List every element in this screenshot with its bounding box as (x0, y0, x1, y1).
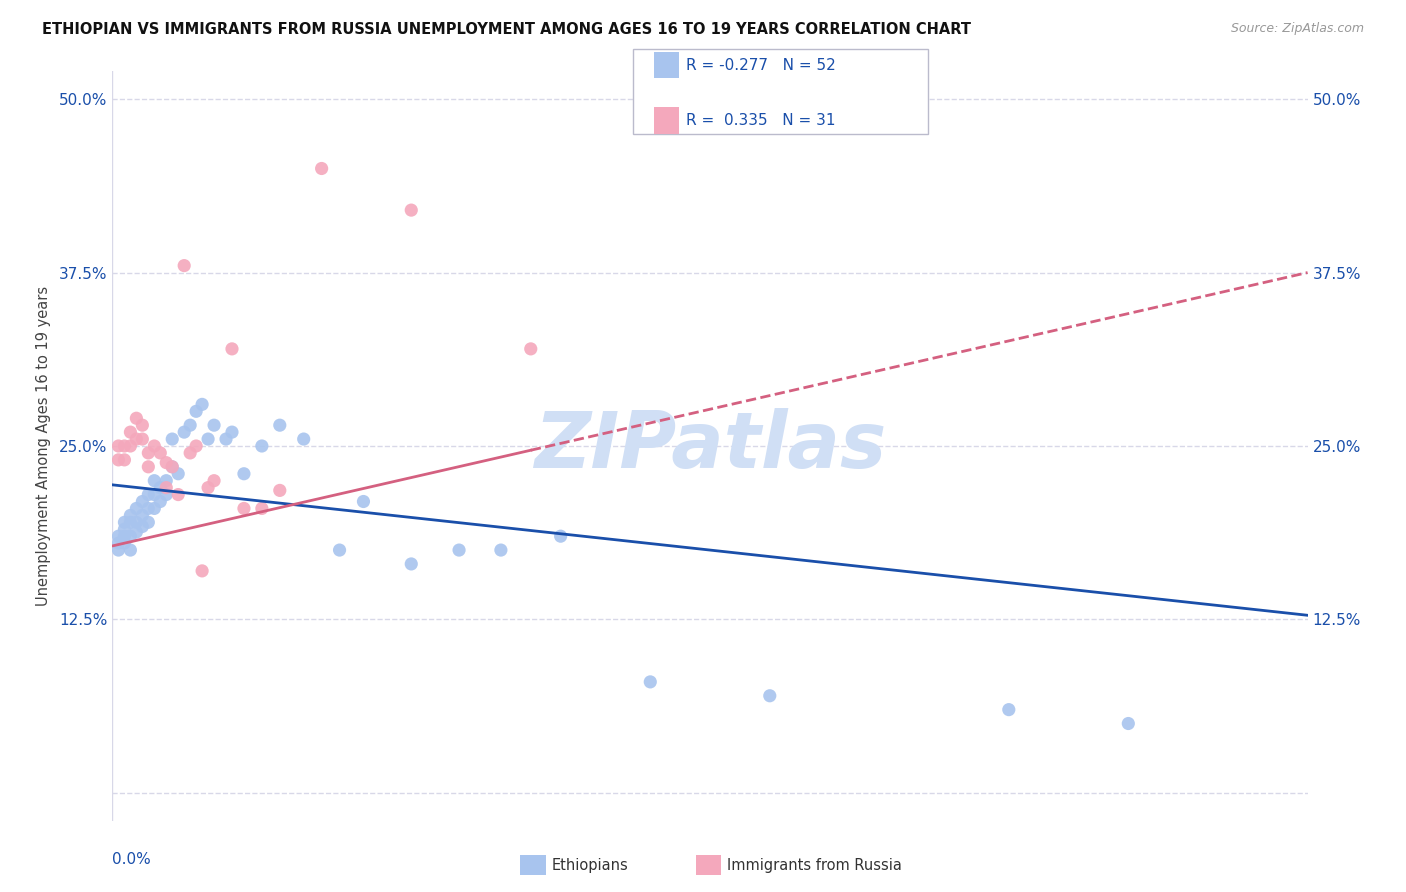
Point (143, 439, 166, 453)
Point (640, 674, 662, 689)
Point (401, 203, 423, 218)
Point (120, 529, 142, 543)
Point (202, 418, 225, 433)
Point (221, 342, 243, 356)
Point (179, 446, 201, 460)
Point (186, 404, 208, 418)
Point (250, 501, 273, 516)
Point (149, 481, 172, 495)
Point (311, 161, 333, 176)
Point (353, 494, 375, 508)
Point (162, 432, 183, 446)
Point (215, 432, 238, 446)
Point (120, 439, 142, 453)
Point (550, 529, 572, 543)
Point (197, 432, 219, 446)
Point (191, 397, 214, 411)
Point (125, 432, 148, 446)
Point (125, 501, 148, 516)
Point (138, 459, 160, 474)
Point (401, 557, 423, 571)
Point (197, 481, 219, 495)
Point (155, 456, 177, 470)
Point (107, 536, 129, 550)
Point (114, 522, 135, 536)
Text: Ethiopians: Ethiopians (551, 858, 628, 872)
Point (120, 508, 142, 523)
Point (162, 459, 183, 474)
Point (143, 501, 166, 516)
Point (292, 432, 315, 446)
Point (131, 432, 153, 446)
Point (155, 474, 177, 488)
Text: R = -0.277   N = 52: R = -0.277 N = 52 (686, 58, 837, 72)
Text: ETHIOPIAN VS IMMIGRANTS FROM RUSSIA UNEMPLOYMENT AMONG AGES 16 TO 19 YEARS CORRE: ETHIOPIAN VS IMMIGRANTS FROM RUSSIA UNEM… (42, 22, 972, 37)
Text: Immigrants from Russia: Immigrants from Russia (727, 858, 901, 872)
Point (120, 543, 142, 558)
Text: ZIPatlas: ZIPatlas (534, 408, 886, 484)
Point (167, 487, 190, 501)
Point (107, 439, 129, 453)
Point (250, 439, 273, 453)
Point (125, 524, 148, 539)
Point (114, 453, 135, 467)
Point (131, 508, 153, 523)
Point (131, 519, 153, 533)
Point (233, 501, 256, 516)
Point (114, 439, 135, 453)
Point (162, 459, 183, 474)
Point (138, 516, 160, 530)
Point (138, 501, 160, 516)
Point (149, 494, 172, 508)
Point (269, 483, 291, 498)
Point (449, 543, 471, 558)
Point (143, 474, 166, 488)
Point (131, 494, 153, 508)
Point (155, 487, 177, 501)
Point (173, 425, 195, 439)
Point (143, 487, 166, 501)
Point (329, 543, 352, 558)
Point (233, 467, 256, 481)
Point (221, 425, 243, 439)
Point (191, 564, 214, 578)
Point (114, 536, 135, 550)
Point (131, 418, 153, 433)
Point (186, 439, 208, 453)
Point (173, 259, 195, 273)
Point (489, 543, 512, 558)
Point (120, 425, 142, 439)
Point (138, 487, 160, 501)
Point (149, 446, 172, 460)
Point (125, 411, 148, 425)
Point (269, 418, 291, 433)
Point (759, 689, 782, 703)
Point (114, 516, 135, 530)
Point (179, 418, 201, 433)
Point (155, 481, 177, 495)
Text: R =  0.335   N = 31: R = 0.335 N = 31 (686, 113, 835, 128)
Y-axis label: Unemployment Among Ages 16 to 19 years: Unemployment Among Ages 16 to 19 years (35, 286, 51, 606)
Text: Source: ZipAtlas.com: Source: ZipAtlas.com (1230, 22, 1364, 36)
Point (120, 516, 142, 530)
Point (114, 529, 135, 543)
Point (107, 529, 129, 543)
Point (107, 453, 129, 467)
Point (167, 467, 190, 481)
Point (1118, 716, 1140, 731)
Point (107, 543, 129, 558)
Point (138, 446, 160, 460)
Point (125, 516, 148, 530)
Text: 0.0%: 0.0% (112, 852, 152, 867)
Point (520, 342, 543, 356)
Point (998, 703, 1021, 717)
Point (202, 474, 225, 488)
